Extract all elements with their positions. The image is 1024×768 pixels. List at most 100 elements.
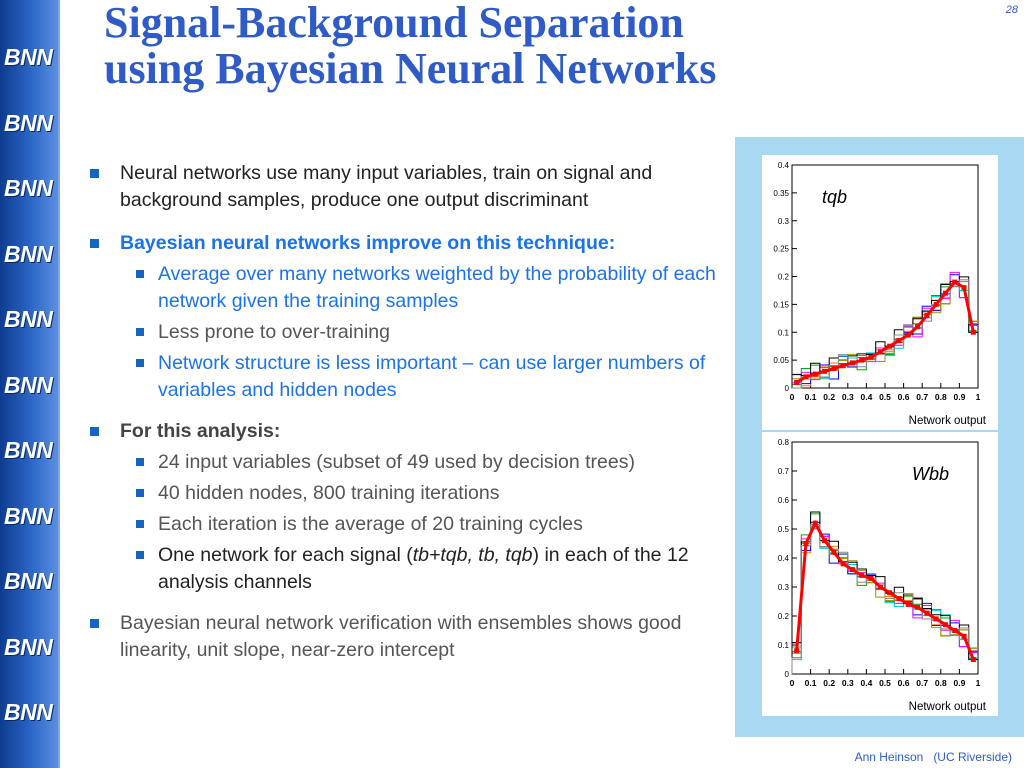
bullet-square-icon [136,270,144,278]
x-tick-label: 0.3 [842,392,854,402]
footer-author: Ann Heinson [854,750,924,764]
bnn-logo: BNN [4,699,53,725]
bullet-square-icon [136,359,144,367]
bullet-list: Neural networks use many input variables… [90,160,730,680]
x-tick-label: 0.2 [823,392,835,402]
footer: Ann Heinson (UC Riverside) [855,750,1012,764]
data-point [933,301,939,307]
y-tick-label: 0.5 [778,525,790,534]
data-point [868,354,874,360]
x-tick-label: 0.8 [935,678,947,688]
y-tick-label: 0.4 [778,554,790,563]
x-tick-label: 0.7 [916,392,928,402]
data-point [849,360,855,366]
bullet-text: Bayesian neural networks improve on this… [120,232,616,254]
data-point [803,541,809,546]
y-tick-label: 0.35 [773,189,789,198]
x-axis-label: Network output [909,415,987,427]
sub-bullet: One network for each signal (tb+tqb, tb,… [136,542,730,596]
data-point [970,329,976,335]
sub-bullet: Network structure is less important – ca… [136,350,730,404]
sub-bullet-text: Each iteration is the average of 20 trai… [158,513,583,535]
y-tick-label: 0.7 [778,467,790,476]
plot-frame [791,441,979,675]
bnn-logo: BNN [4,371,53,398]
plot-label: tqb [822,187,847,207]
data-point [915,604,921,610]
data-point [803,374,809,380]
y-tick-label: 0.4 [778,161,790,170]
data-point [915,324,921,330]
data-point [859,572,865,578]
bullet-square-icon [90,427,99,436]
y-tick-label: 0.1 [778,641,790,650]
bullet-square-icon [136,520,144,528]
data-point [924,313,930,319]
sub-bullet: Average over many networks weighted by t… [136,261,730,315]
bullet-square-icon [136,458,144,466]
data-point [812,520,818,526]
chart-tqb: 0 0.05 0.1 0.15 0.2 0.25 0.3 0.35 0.4 0 0.1 0.2 0.3 0… [773,161,987,427]
slide-number: 28 [1005,4,1018,16]
sidebar-logo-strip: BNN BNN BNN BNN BNN BNN BNN BNN BNN BNN BNN [0,0,60,768]
sub-bullet: Each iteration is the average of 20 trai… [136,511,730,538]
y-tick-label: 0.6 [778,496,790,505]
data-point [887,590,893,596]
bullet-square-icon [136,328,144,336]
data-point [840,363,846,369]
data-point [933,616,939,622]
ensemble-series-line [791,281,978,388]
sub-bullet: Less prone to over-training [136,319,730,346]
ensemble-series-line [792,279,978,389]
title-line-2: using Bayesian Neural Networks [104,44,717,93]
y-tick-label: 0 [785,670,790,679]
plot-label: Wbb [912,464,949,484]
bullet-verification: Bayesian neural network verification wit… [90,610,730,664]
chart-wbb: 0 0.1 0.2 0.3 0.4 0.5 0.6 0.7 0.8 0 0.1 0.2 0.3 0.4 0.… [778,438,987,713]
sub-bullet: 24 input variables (subset of 49 used by… [136,449,730,476]
y-tick-label: 0.3 [778,583,790,592]
sub-bullet-text: Less prone to over-training [158,321,390,343]
x-tick-label: 0.3 [842,678,854,688]
slide-title: Signal-Background Separation using Bayes… [104,0,944,92]
x-axis-label: Network output [909,701,987,713]
bullet-text: Neural networks use many input variables… [120,162,653,211]
data-point [822,368,828,374]
data-point [812,371,818,377]
data-point [868,575,874,581]
y-tick-label: 0 [785,384,790,393]
y-tick-label: 0.2 [778,273,790,282]
bnn-logo: BNN [4,568,53,594]
data-point [942,290,948,296]
data-point [905,332,911,338]
sub-bullet-text: Average over many networks weighted by t… [158,263,716,312]
x-tick-label: 0.4 [860,392,872,402]
data-point [840,561,846,567]
x-tick-label: 0.8 [935,392,947,402]
sub-bullet-text: One network for each signal ( [158,544,413,566]
x-tick-label: 0 [790,392,795,402]
bnn-logo: BNN [4,502,53,529]
ensemble-series-line [791,276,978,388]
sub-bullet-text: Network structure is less important – ca… [158,352,706,401]
bullet-square-icon [90,239,99,248]
sub-bullet-text: ) in each of the 12 analysis channels [158,544,689,593]
data-point [794,648,800,654]
data-point [961,285,967,291]
data-point [794,379,800,385]
signal-list: tb+tqb, tb, tqb [412,544,533,566]
bullet-neural-networks: Neural networks use many input variables… [90,160,730,214]
y-tick-label: 0.2 [778,612,790,621]
bnn-logo: BNN [4,109,53,136]
data-point [905,601,911,607]
y-tick-label: 0.05 [773,356,789,365]
data-point [896,596,902,602]
data-point [952,628,958,633]
bnn-logo: BNN [4,437,53,463]
y-tick-label: 0.1 [778,328,790,337]
sub-bullet-text: 24 input variables (subset of 49 used by… [158,451,635,473]
data-point [887,343,893,349]
data-point [952,279,958,285]
footer-affiliation: (UC Riverside) [933,750,1012,764]
x-tick-label: 0.5 [879,392,891,402]
